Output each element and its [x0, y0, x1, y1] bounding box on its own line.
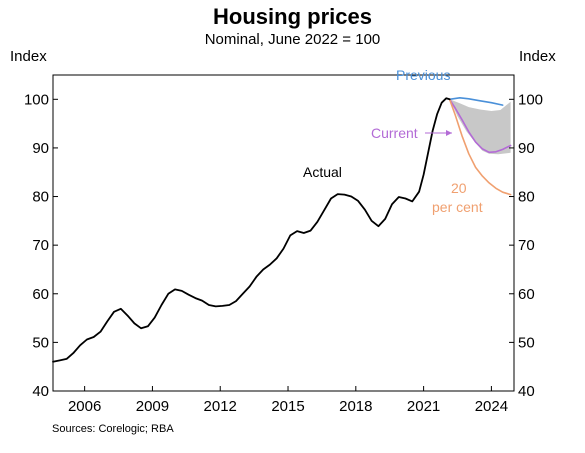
x-tick-label-2012: 2012	[204, 398, 237, 415]
y-tick-label-right-100: 100	[518, 91, 543, 108]
scenario-band	[449, 99, 511, 155]
plot-frame	[52, 74, 515, 392]
series-line-current	[448, 98, 512, 154]
y-tick-label-left-90: 90	[32, 140, 49, 157]
y-tick-label-right-50: 50	[518, 334, 535, 351]
y-tick-label-left-60: 60	[32, 286, 49, 303]
y-tick-label-left-80: 80	[32, 189, 49, 206]
annotation-current-arrowhead	[446, 130, 452, 136]
x-tick-label-2006: 2006	[68, 398, 101, 415]
y-tick-label-right-60: 60	[518, 286, 535, 303]
y-tick-label-left-50: 50	[32, 334, 49, 351]
annotation-previous: Previous	[396, 67, 450, 83]
ticks-layer: 40 40 50 50 60 60 70 70 80 80 90 90 100 100 2006 2009 20…	[24, 91, 543, 415]
y-tick-label-right-70: 70	[518, 237, 535, 254]
chart-title: Housing prices	[213, 4, 372, 29]
x-tick-label-2018: 2018	[339, 398, 372, 415]
y-tick-label-right-40: 40	[518, 383, 535, 400]
left-axis-unit: Index	[10, 48, 47, 65]
annotation-20: 20	[451, 180, 467, 196]
right-axis-unit: Index	[519, 48, 556, 65]
annotation-layer: Actual Previous Current 20 per cent	[303, 67, 483, 215]
series-layer	[52, 97, 512, 363]
y-tick-label-right-90: 90	[518, 140, 535, 157]
chart-subtitle: Nominal, June 2022 = 100	[204, 31, 381, 48]
sources-note: Sources: Corelogic; RBA	[52, 423, 174, 435]
scenario-band-layer	[449, 99, 511, 155]
annotation-actual: Actual	[303, 164, 342, 180]
y-tick-label-left-40: 40	[32, 383, 49, 400]
series-line-20-per-cent	[448, 98, 512, 196]
series-line-previous	[448, 97, 504, 106]
x-tick-label-2015: 2015	[271, 398, 304, 415]
x-tick-label-2009: 2009	[136, 398, 169, 415]
y-tick-label-left-100: 100	[24, 91, 49, 108]
x-tick-label-2024: 2024	[475, 398, 508, 415]
annotation-current: Current	[371, 125, 418, 141]
x-tick-label-2021: 2021	[407, 398, 440, 415]
annotation-per-cent: per cent	[432, 199, 483, 215]
y-tick-label-left-70: 70	[32, 237, 49, 254]
series-line-actual	[52, 97, 451, 363]
y-tick-label-right-80: 80	[518, 189, 535, 206]
